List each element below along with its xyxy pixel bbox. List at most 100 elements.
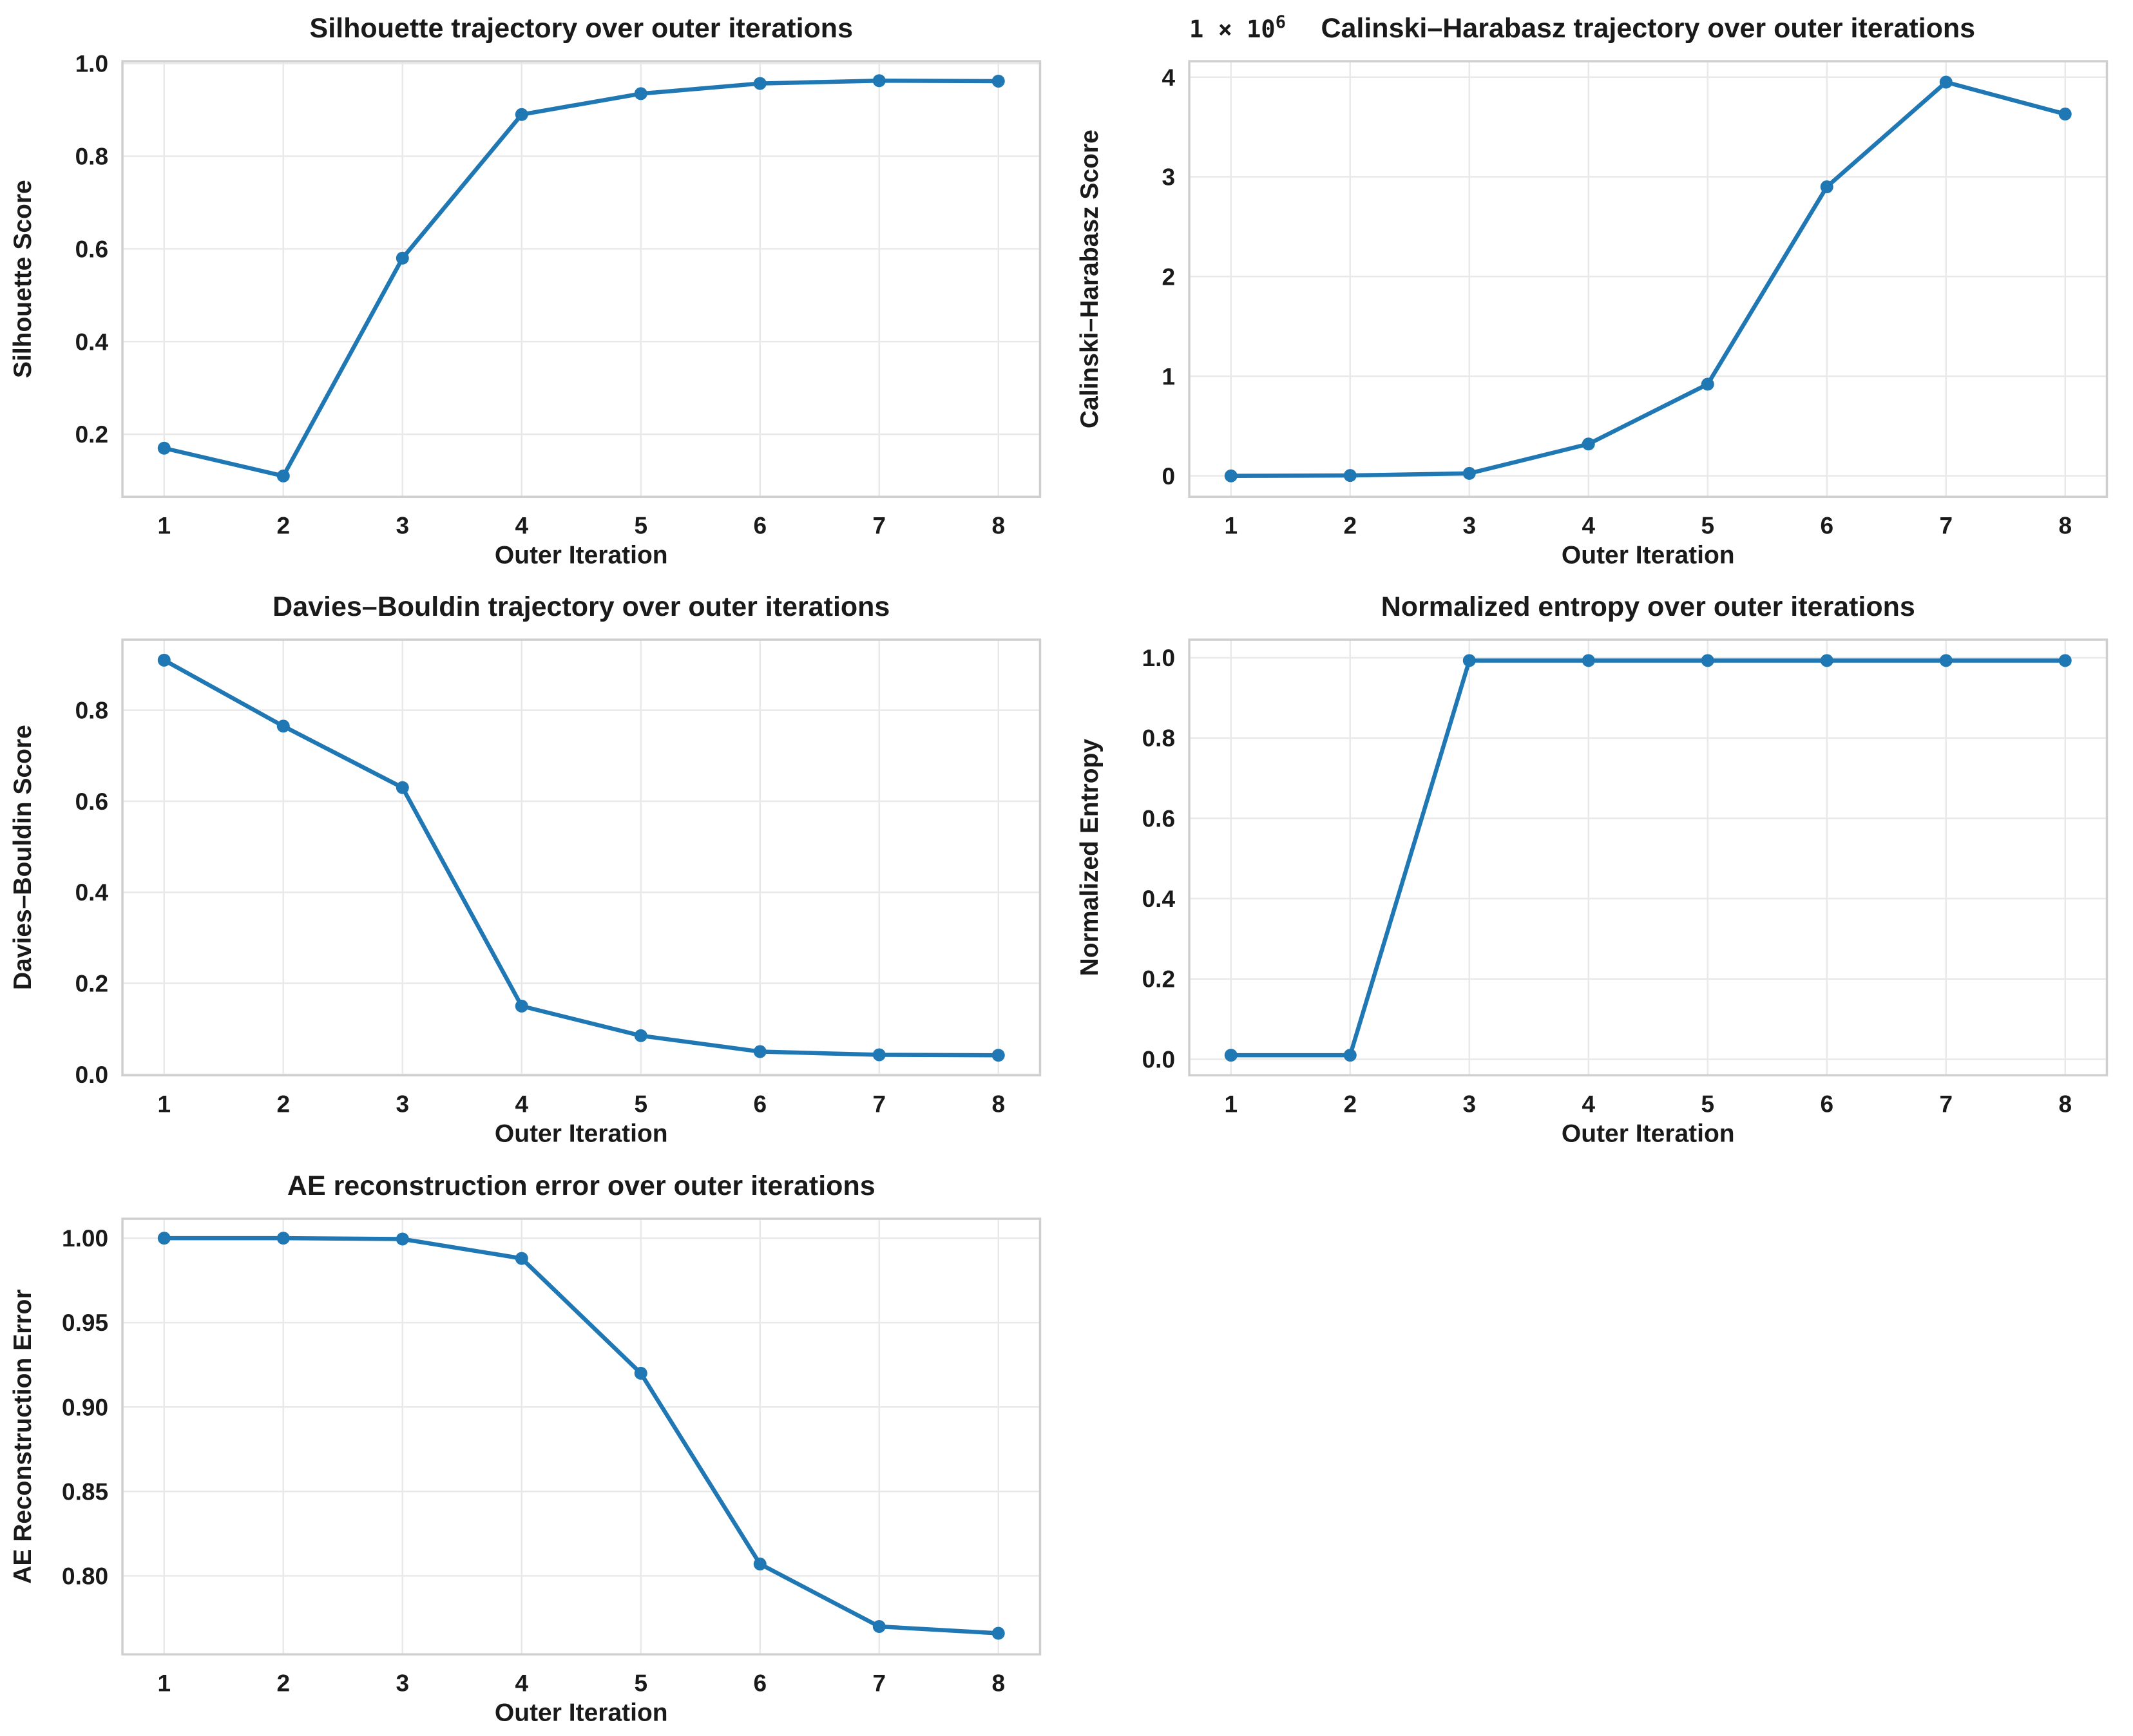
series-line [162,78,1000,479]
data-point-marker [1820,180,1833,194]
plot-area [1189,61,2107,497]
y-axis-offset-text: 1 × 106 [1189,12,1286,43]
x-tick-label: 6 [753,1669,767,1696]
x-tick-label: 8 [991,1669,1005,1696]
data-point-marker [1582,654,1595,667]
data-point-marker [872,1619,886,1633]
x-axis-label: Outer Iteration [495,541,668,569]
y-tick-label: 0.8 [75,697,108,724]
y-axis-label: AE Reconstruction Error [9,1289,37,1583]
chart-title: Normalized entropy over outer iterations [1381,591,1915,622]
y-axis-label: Normalized Entropy [1076,739,1104,977]
silhouette-chart: Silhouette trajectory over outer iterati… [9,13,1042,569]
subplot-calinski-harabasz: Calinski–Harabasz trajectory over outer … [1067,0,2133,578]
x-tick-label: 4 [515,1091,528,1118]
x-tick-label: 1 [1224,1091,1238,1118]
plot-area [122,1218,1040,1654]
normalized-entropy-chart: Normalized entropy over outer iterations… [1076,591,2108,1148]
chart-title: Silhouette trajectory over outer iterati… [310,13,853,44]
y-tick-label: 0.0 [75,1061,108,1088]
data-point-marker [515,108,528,121]
data-point-marker [1462,654,1476,667]
data-point-marker [396,781,409,795]
x-tick-label: 5 [634,1669,647,1696]
x-axis-label: Outer Iteration [495,1699,668,1726]
x-tick-label: 3 [1462,1091,1476,1118]
x-tick-label: 4 [1582,1091,1595,1118]
y-tick-label: 1.0 [75,50,108,77]
data-point-marker [2058,654,2072,667]
data-point-marker [157,1231,171,1245]
x-tick-label: 4 [515,1669,528,1696]
data-point-marker [276,720,290,733]
data-point-marker [634,87,647,100]
data-point-marker [991,1626,1005,1640]
data-point-marker [634,1029,647,1043]
data-point-marker [1343,469,1357,482]
data-point-marker [515,1252,528,1265]
y-tick-label: 0.4 [75,879,109,906]
y-tick-label: 3 [1162,164,1175,191]
chart-title: Calinski–Harabasz trajectory over outer … [1321,13,1975,44]
data-point-marker [753,1045,767,1058]
x-axis-label: Outer Iteration [495,1120,668,1148]
data-point-marker [157,654,171,667]
x-axis-label: Outer Iteration [1561,1120,1734,1148]
data-point-marker [276,469,290,482]
data-point-marker [991,1049,1005,1062]
x-tick-label: 5 [1701,511,1714,539]
series-line [162,1235,1000,1636]
data-point-marker [991,74,1005,88]
x-tick-label: 2 [277,1091,291,1118]
plot-area [1189,640,2107,1076]
y-tick-label: 0.0 [1142,1046,1174,1073]
axes-spines [121,1217,1042,1655]
x-tick-label: 6 [753,1091,767,1118]
x-tick-label: 5 [634,1091,647,1118]
y-tick-label: 0 [1162,463,1175,490]
x-tick-label: 6 [1820,1091,1833,1118]
x-tick-label: 2 [1343,511,1357,539]
x-tick-label: 1 [1224,511,1238,539]
y-axis-label: Silhouette Score [9,180,37,378]
data-point-marker [276,1231,290,1245]
data-point-marker [396,1232,409,1246]
data-point-marker [1582,437,1595,451]
x-tick-label: 8 [991,511,1005,539]
y-tick-label: 0.6 [75,788,108,815]
y-tick-label: 4 [1162,64,1175,91]
data-point-marker [1701,654,1714,667]
calinski-harabasz-chart: Calinski–Harabasz trajectory over outer … [1076,12,2108,569]
x-tick-label: 8 [2058,511,2072,539]
y-tick-label: 1 [1162,363,1175,390]
x-tick-label: 2 [1343,1091,1357,1118]
y-axis-label: Calinski–Harabasz Score [1076,129,1104,428]
y-tick-label: 1.0 [1142,644,1174,671]
data-point-marker [753,1557,767,1570]
data-point-marker [753,77,767,90]
data-point-marker [157,441,171,455]
x-tick-label: 3 [396,1669,409,1696]
davies-bouldin-chart: Davies–Bouldin trajectory over outer ite… [9,591,1042,1148]
x-tick-label: 1 [158,1669,171,1696]
x-tick-label: 8 [991,1091,1005,1118]
y-tick-label: 0.4 [1142,885,1175,912]
y-tick-label: 1.00 [62,1225,108,1252]
data-point-marker [1939,75,1953,89]
x-tick-label: 5 [634,511,647,539]
data-point-marker [1224,469,1238,482]
data-point-marker [1820,654,1833,667]
x-tick-label: 6 [1820,511,1833,539]
x-tick-label: 4 [515,511,528,539]
x-tick-label: 7 [872,511,886,539]
axes-spines [121,638,1042,1077]
y-tick-label: 0.8 [75,143,108,170]
x-tick-label: 2 [277,1669,291,1696]
y-tick-label: 0.95 [62,1309,108,1336]
axes-spines [1187,638,2108,1077]
y-tick-label: 0.2 [1142,966,1174,993]
y-tick-label: 0.6 [1142,805,1174,832]
series-line [162,658,1000,1058]
series-line [1229,80,2067,479]
